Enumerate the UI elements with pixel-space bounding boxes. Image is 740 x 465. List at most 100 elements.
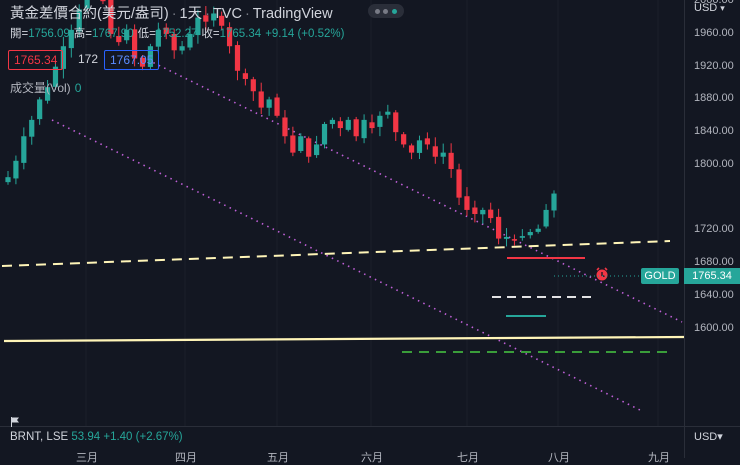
candle-body [179, 46, 185, 51]
candle-body [321, 123, 328, 145]
time-tick-label: 七月 [457, 452, 479, 464]
price-tick-label: 1800.00 [694, 157, 734, 170]
candle-body [527, 232, 533, 236]
candle-body [108, 0, 114, 34]
candle-body [440, 152, 446, 157]
market-status-icon[interactable] [368, 4, 404, 18]
price-tick-label: 1680.00 [694, 256, 734, 269]
candle-body [496, 216, 502, 239]
time-tick-label: 九月 [648, 452, 670, 464]
candle-body [76, 9, 82, 32]
high-value: 1767.90 [92, 28, 134, 40]
candle-body [124, 29, 130, 41]
close-value: 1765.34 [219, 28, 262, 40]
candle-body [464, 196, 470, 210]
price-tick-label: 1720.00 [694, 223, 734, 236]
candle-body [5, 177, 11, 183]
candle-body [345, 119, 351, 130]
time-tick-label: 六月 [361, 452, 383, 464]
candle-body [163, 27, 169, 34]
candle-body [68, 29, 74, 49]
buy-price-button[interactable]: 1767.05 [104, 50, 160, 70]
candle-body [211, 13, 217, 21]
candle-body [203, 15, 209, 22]
price-tick-label: 2000.00 [694, 0, 734, 7]
currency-selector[interactable]: USD ▾ [694, 2, 725, 14]
ohlc-legend: 開=1756.09 高=1767.90 低=1752.27 收=1765.34 +9.1… [10, 28, 345, 40]
alarm-clock-icon[interactable] [596, 267, 608, 281]
candle-body [456, 169, 462, 198]
price-tick-label: 1920.00 [694, 59, 734, 72]
candle-body [266, 99, 272, 108]
change-value: +9.14 (+0.52%) [265, 28, 345, 40]
candle-body [408, 145, 415, 153]
candle-body [250, 79, 256, 92]
price-tick-label: 1880.00 [694, 92, 734, 105]
candle-body [369, 122, 375, 129]
compare-series-legend[interactable]: BRNT, LSE 53.94 +1.40 (+2.67%) [10, 431, 183, 443]
candle-body [535, 228, 541, 232]
source-label: TVC [212, 6, 242, 22]
candle-body [416, 140, 423, 153]
candle-body [424, 138, 430, 145]
candle-body [21, 136, 27, 163]
candle-body [393, 112, 399, 133]
time-tick-label: 五月 [267, 452, 289, 464]
symbol-price-tag: GOLD [641, 268, 679, 284]
sell-price-button[interactable]: 1765.34 [8, 50, 64, 70]
candle-body [401, 134, 407, 145]
candle-body [472, 207, 478, 215]
candle-body [448, 152, 454, 169]
price-tick-label: 1640.00 [694, 288, 734, 301]
candle-body [226, 27, 233, 47]
candle-body [132, 29, 138, 59]
candle-body [37, 99, 43, 120]
spread-value: 172 [78, 52, 99, 66]
time-tick-label: 八月 [548, 452, 570, 464]
brand-label: TradingView [252, 6, 333, 22]
volume-legend[interactable]: 成交量(Vol) 0 [10, 79, 81, 96]
candle-body [100, 0, 106, 2]
chevron-down-icon: ▾ [720, 3, 725, 13]
candle-body [385, 111, 391, 115]
candle-body [503, 236, 510, 239]
last-price-tag: 1765.34 [684, 268, 740, 284]
volume-label: 成交量(Vol) [10, 81, 71, 95]
candle-body [234, 45, 241, 71]
chart-title[interactable]: 黃金差價合約(美元/盎司) · 1天 · TVC · TradingView [10, 6, 333, 22]
candle-body [258, 91, 264, 108]
candle-body [44, 87, 51, 101]
candle-body [60, 46, 66, 69]
candle-body [187, 33, 193, 48]
compare-value: 53.94 [71, 431, 101, 443]
candle-body [274, 97, 280, 116]
open-value: 1756.09 [28, 28, 70, 40]
price-tick-label: 1600.00 [694, 321, 734, 334]
price-tick-label: 1960.00 [694, 26, 734, 39]
candle-body [551, 193, 557, 211]
candle-body [195, 17, 201, 36]
channel-upper-line [147, 59, 683, 323]
candle-body [52, 66, 59, 87]
candle-body [543, 209, 549, 227]
candle-body [306, 138, 312, 157]
currency-selector-bottom[interactable]: USD▾ [694, 431, 723, 443]
support-line [3, 335, 685, 343]
candle-body [116, 36, 122, 43]
candle-body [147, 46, 154, 67]
chevron-down-icon: ▾ [717, 431, 723, 443]
symbol-name: 黃金差價合約(美元/盎司) [10, 6, 169, 22]
candle-body [488, 209, 494, 219]
low-value: 1752.27 [155, 28, 198, 40]
candle-body [282, 117, 288, 137]
candle-body [139, 57, 146, 67]
interval-label[interactable]: 1天 [179, 6, 203, 22]
compare-symbol: BRNT, LSE [10, 431, 69, 443]
candle-body [242, 73, 248, 79]
candle-body [298, 136, 304, 151]
candle-body [171, 33, 177, 51]
candle-body [290, 135, 296, 153]
time-tick-label: 三月 [76, 452, 98, 464]
candle-body [314, 144, 320, 156]
